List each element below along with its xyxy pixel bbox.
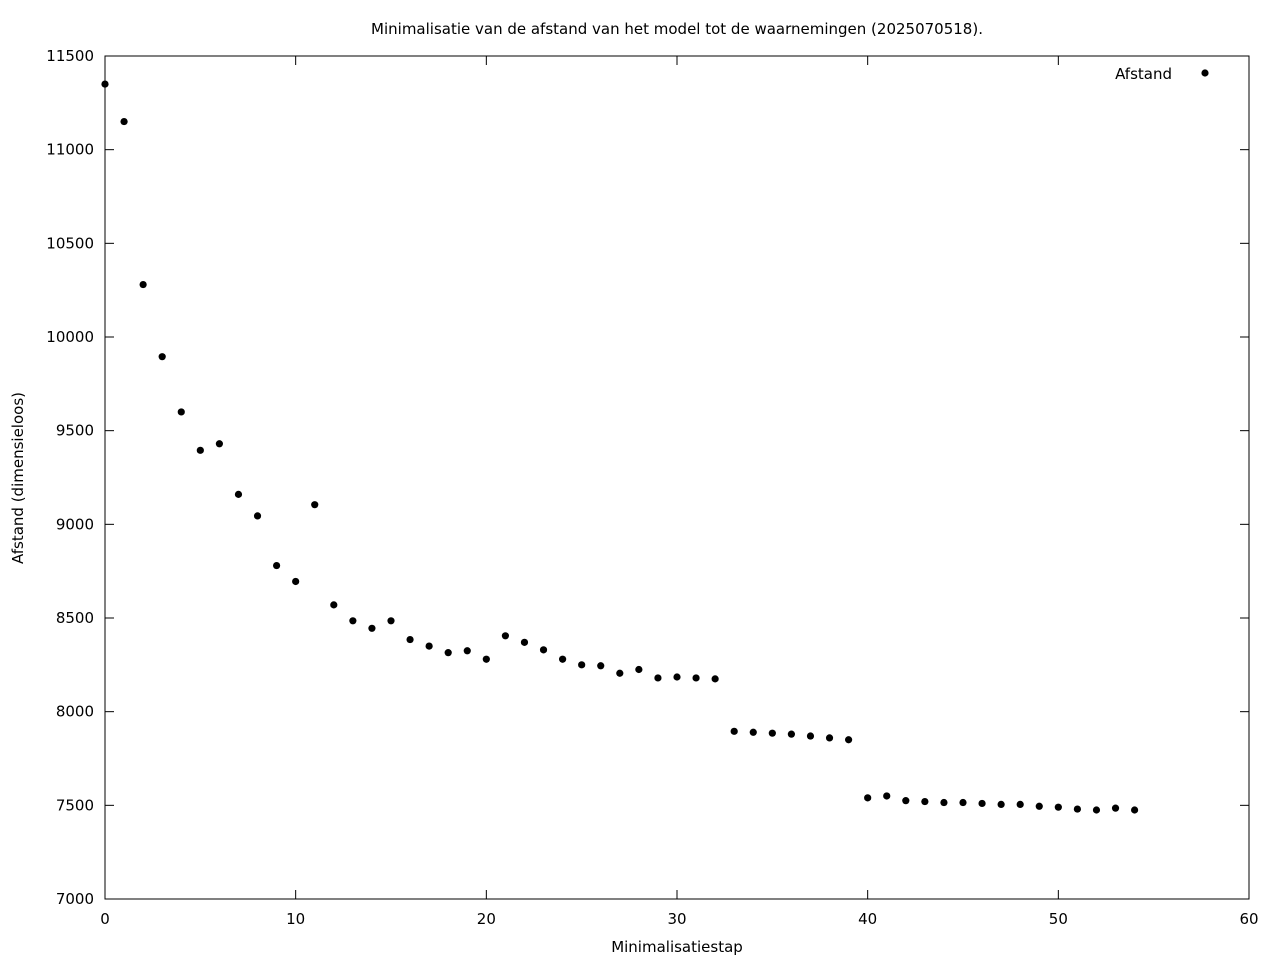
- y-tick-label: 9500: [56, 422, 94, 440]
- axis-ticks: 0 10 20 30 40 50 60 7000 7500 8000 8500 9000 9500 100…: [46, 47, 1258, 928]
- data-point: [749, 728, 757, 736]
- data-point: [730, 727, 738, 735]
- data-point: [768, 729, 776, 737]
- data-point: [387, 617, 395, 625]
- data-point: [1092, 806, 1101, 814]
- data-point: [845, 736, 853, 744]
- data-point: [330, 601, 338, 609]
- data-point: [673, 673, 681, 681]
- data-point: [578, 661, 586, 669]
- data-point: [635, 665, 643, 674]
- data-point: [921, 797, 929, 806]
- y-tick-label: 8500: [56, 609, 94, 627]
- data-point: [978, 799, 986, 808]
- data-point: [234, 490, 243, 498]
- data-point: [311, 501, 319, 509]
- x-axis-label: Minimalisatiestap: [611, 938, 743, 956]
- data-point: [1016, 800, 1024, 808]
- data-point: [101, 80, 109, 88]
- data-point: [997, 800, 1005, 808]
- data-point: [482, 655, 490, 663]
- y-tick-label: 9000: [56, 515, 94, 533]
- data-point: [253, 512, 262, 520]
- data-point: [139, 280, 147, 289]
- data-point: [273, 561, 281, 570]
- data-point: [368, 624, 376, 632]
- data-point: [215, 440, 223, 448]
- y-tick-label: 11000: [46, 141, 94, 159]
- x-tick-label: 40: [858, 910, 877, 928]
- data-point: [501, 632, 509, 640]
- y-tick-label: 10000: [46, 328, 94, 346]
- y-tick-label: 7500: [56, 796, 94, 814]
- data-point: [959, 798, 967, 807]
- data-point: [864, 794, 872, 802]
- data-point: [1054, 803, 1062, 811]
- plot-frame: [104, 55, 1250, 900]
- data-point: [158, 353, 166, 361]
- data-points: [101, 80, 1139, 814]
- data-point: [349, 617, 357, 625]
- y-tick-label: 7000: [56, 890, 94, 908]
- y-tick-label: 10500: [46, 234, 94, 252]
- data-point: [711, 675, 719, 683]
- x-tick-label: 50: [1049, 910, 1068, 928]
- data-point: [902, 797, 910, 805]
- data-point: [1035, 802, 1043, 810]
- legend-marker-afstand: [1201, 69, 1209, 77]
- data-point: [787, 730, 796, 738]
- data-point: [940, 798, 948, 807]
- legend: Afstand: [1115, 65, 1209, 83]
- data-point: [883, 792, 891, 800]
- data-point: [559, 655, 567, 663]
- data-point: [1111, 804, 1120, 812]
- data-point: [444, 649, 452, 657]
- x-tick-label: 30: [667, 910, 686, 928]
- data-point: [406, 635, 414, 644]
- data-point: [292, 577, 300, 586]
- data-point: [806, 732, 815, 740]
- data-point: [1073, 805, 1081, 813]
- data-point: [120, 117, 128, 126]
- data-point: [177, 408, 185, 416]
- y-tick-label: 11500: [46, 47, 94, 65]
- y-tick-label: 8000: [56, 703, 94, 721]
- y-axis-label: Afstand (dimensieloos): [9, 392, 27, 564]
- data-point: [654, 674, 662, 682]
- x-tick-label: 60: [1239, 910, 1258, 928]
- legend-label-afstand: Afstand: [1115, 65, 1172, 83]
- chart-title: Minimalisatie van de afstand van het mod…: [371, 20, 983, 38]
- data-point: [616, 669, 624, 677]
- x-tick-label: 0: [100, 910, 110, 928]
- data-point: [597, 662, 605, 670]
- data-point: [692, 674, 700, 682]
- data-point: [196, 446, 204, 454]
- x-tick-label: 20: [477, 910, 496, 928]
- data-point: [425, 642, 433, 650]
- data-point: [1131, 806, 1139, 814]
- data-point: [463, 647, 471, 655]
- data-point: [825, 734, 834, 742]
- x-tick-label: 10: [286, 910, 305, 928]
- data-point: [520, 638, 529, 646]
- data-point: [539, 646, 548, 654]
